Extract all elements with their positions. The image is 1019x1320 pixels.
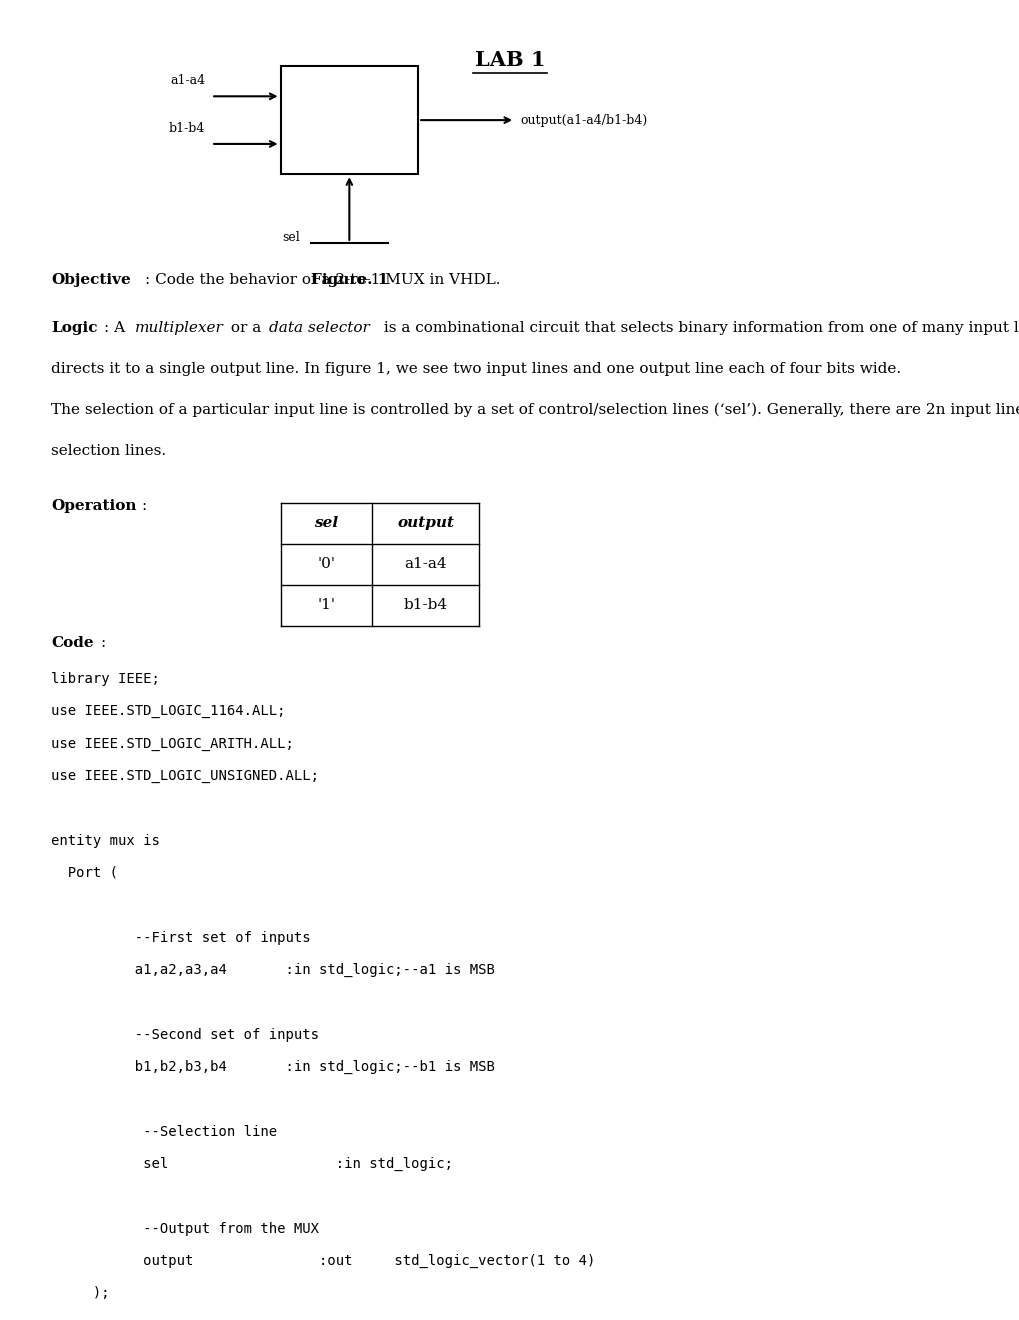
Text: sel: sel <box>282 231 301 244</box>
Text: b1,b2,b3,b4       :in std_logic;--b1 is MSB: b1,b2,b3,b4 :in std_logic;--b1 is MSB <box>51 1060 494 1074</box>
Bar <box>280 66 418 174</box>
Text: : Code the behavior of a 2-to-1 MUX in VHDL.: : Code the behavior of a 2-to-1 MUX in V… <box>145 273 500 288</box>
Text: a1,a2,a3,a4       :in std_logic;--a1 is MSB: a1,a2,a3,a4 :in std_logic;--a1 is MSB <box>51 964 494 977</box>
Text: (2-to-1): (2-to-1) <box>326 132 372 145</box>
Text: : A: : A <box>104 321 129 335</box>
Text: sel: sel <box>314 516 338 531</box>
Text: --Output from the MUX: --Output from the MUX <box>51 1222 319 1236</box>
Text: The selection of a particular input line is controlled by a set of control/selec: The selection of a particular input line… <box>51 403 1019 417</box>
Text: library IEEE;: library IEEE; <box>51 672 160 686</box>
Text: entity mux is: entity mux is <box>51 834 160 847</box>
Text: Objective: Objective <box>51 273 130 288</box>
Text: b1-b4: b1-b4 <box>168 121 205 135</box>
Text: multiplexer: multiplexer <box>135 321 223 335</box>
Text: a1-a4: a1-a4 <box>405 557 446 572</box>
Text: --Second set of inputs: --Second set of inputs <box>51 1028 319 1041</box>
Text: Logic: Logic <box>51 321 98 335</box>
Text: use IEEE.STD_LOGIC_1164.ALL;: use IEEE.STD_LOGIC_1164.ALL; <box>51 705 285 718</box>
Text: '1': '1' <box>317 598 335 612</box>
Text: '0': '0' <box>317 557 335 572</box>
Text: or a: or a <box>226 321 266 335</box>
Text: :: : <box>100 636 105 651</box>
Text: output: output <box>397 516 453 531</box>
Text: a1-a4: a1-a4 <box>170 74 205 87</box>
Text: --First set of inputs: --First set of inputs <box>51 931 311 945</box>
Text: use IEEE.STD_LOGIC_ARITH.ALL;: use IEEE.STD_LOGIC_ARITH.ALL; <box>51 737 293 751</box>
Text: Figure. 1: Figure. 1 <box>311 273 387 288</box>
Text: sel                    :in std_logic;: sel :in std_logic; <box>51 1158 452 1171</box>
Text: use IEEE.STD_LOGIC_UNSIGNED.ALL;: use IEEE.STD_LOGIC_UNSIGNED.ALL; <box>51 768 319 783</box>
Text: selection lines.: selection lines. <box>51 444 166 458</box>
Text: directs it to a single output line. In figure 1, we see two input lines and one : directs it to a single output line. In f… <box>51 362 900 376</box>
Text: output               :out     std_logic_vector(1 to 4): output :out std_logic_vector(1 to 4) <box>51 1254 595 1269</box>
Text: :: : <box>142 499 147 513</box>
Text: data selector: data selector <box>269 321 370 335</box>
Text: );: ); <box>51 1287 109 1300</box>
Text: Operation: Operation <box>51 499 137 513</box>
Text: --Selection line: --Selection line <box>51 1125 277 1139</box>
Text: Port (: Port ( <box>51 866 118 880</box>
Text: LAB 1: LAB 1 <box>474 50 545 70</box>
Text: MUX: MUX <box>329 98 369 111</box>
Text: b1-b4: b1-b4 <box>404 598 447 612</box>
Text: is a combinational circuit that selects binary information from one of many inpu: is a combinational circuit that selects … <box>379 321 1019 335</box>
Text: Code: Code <box>51 636 94 651</box>
Text: output(a1-a4/b1-b4): output(a1-a4/b1-b4) <box>520 114 647 127</box>
